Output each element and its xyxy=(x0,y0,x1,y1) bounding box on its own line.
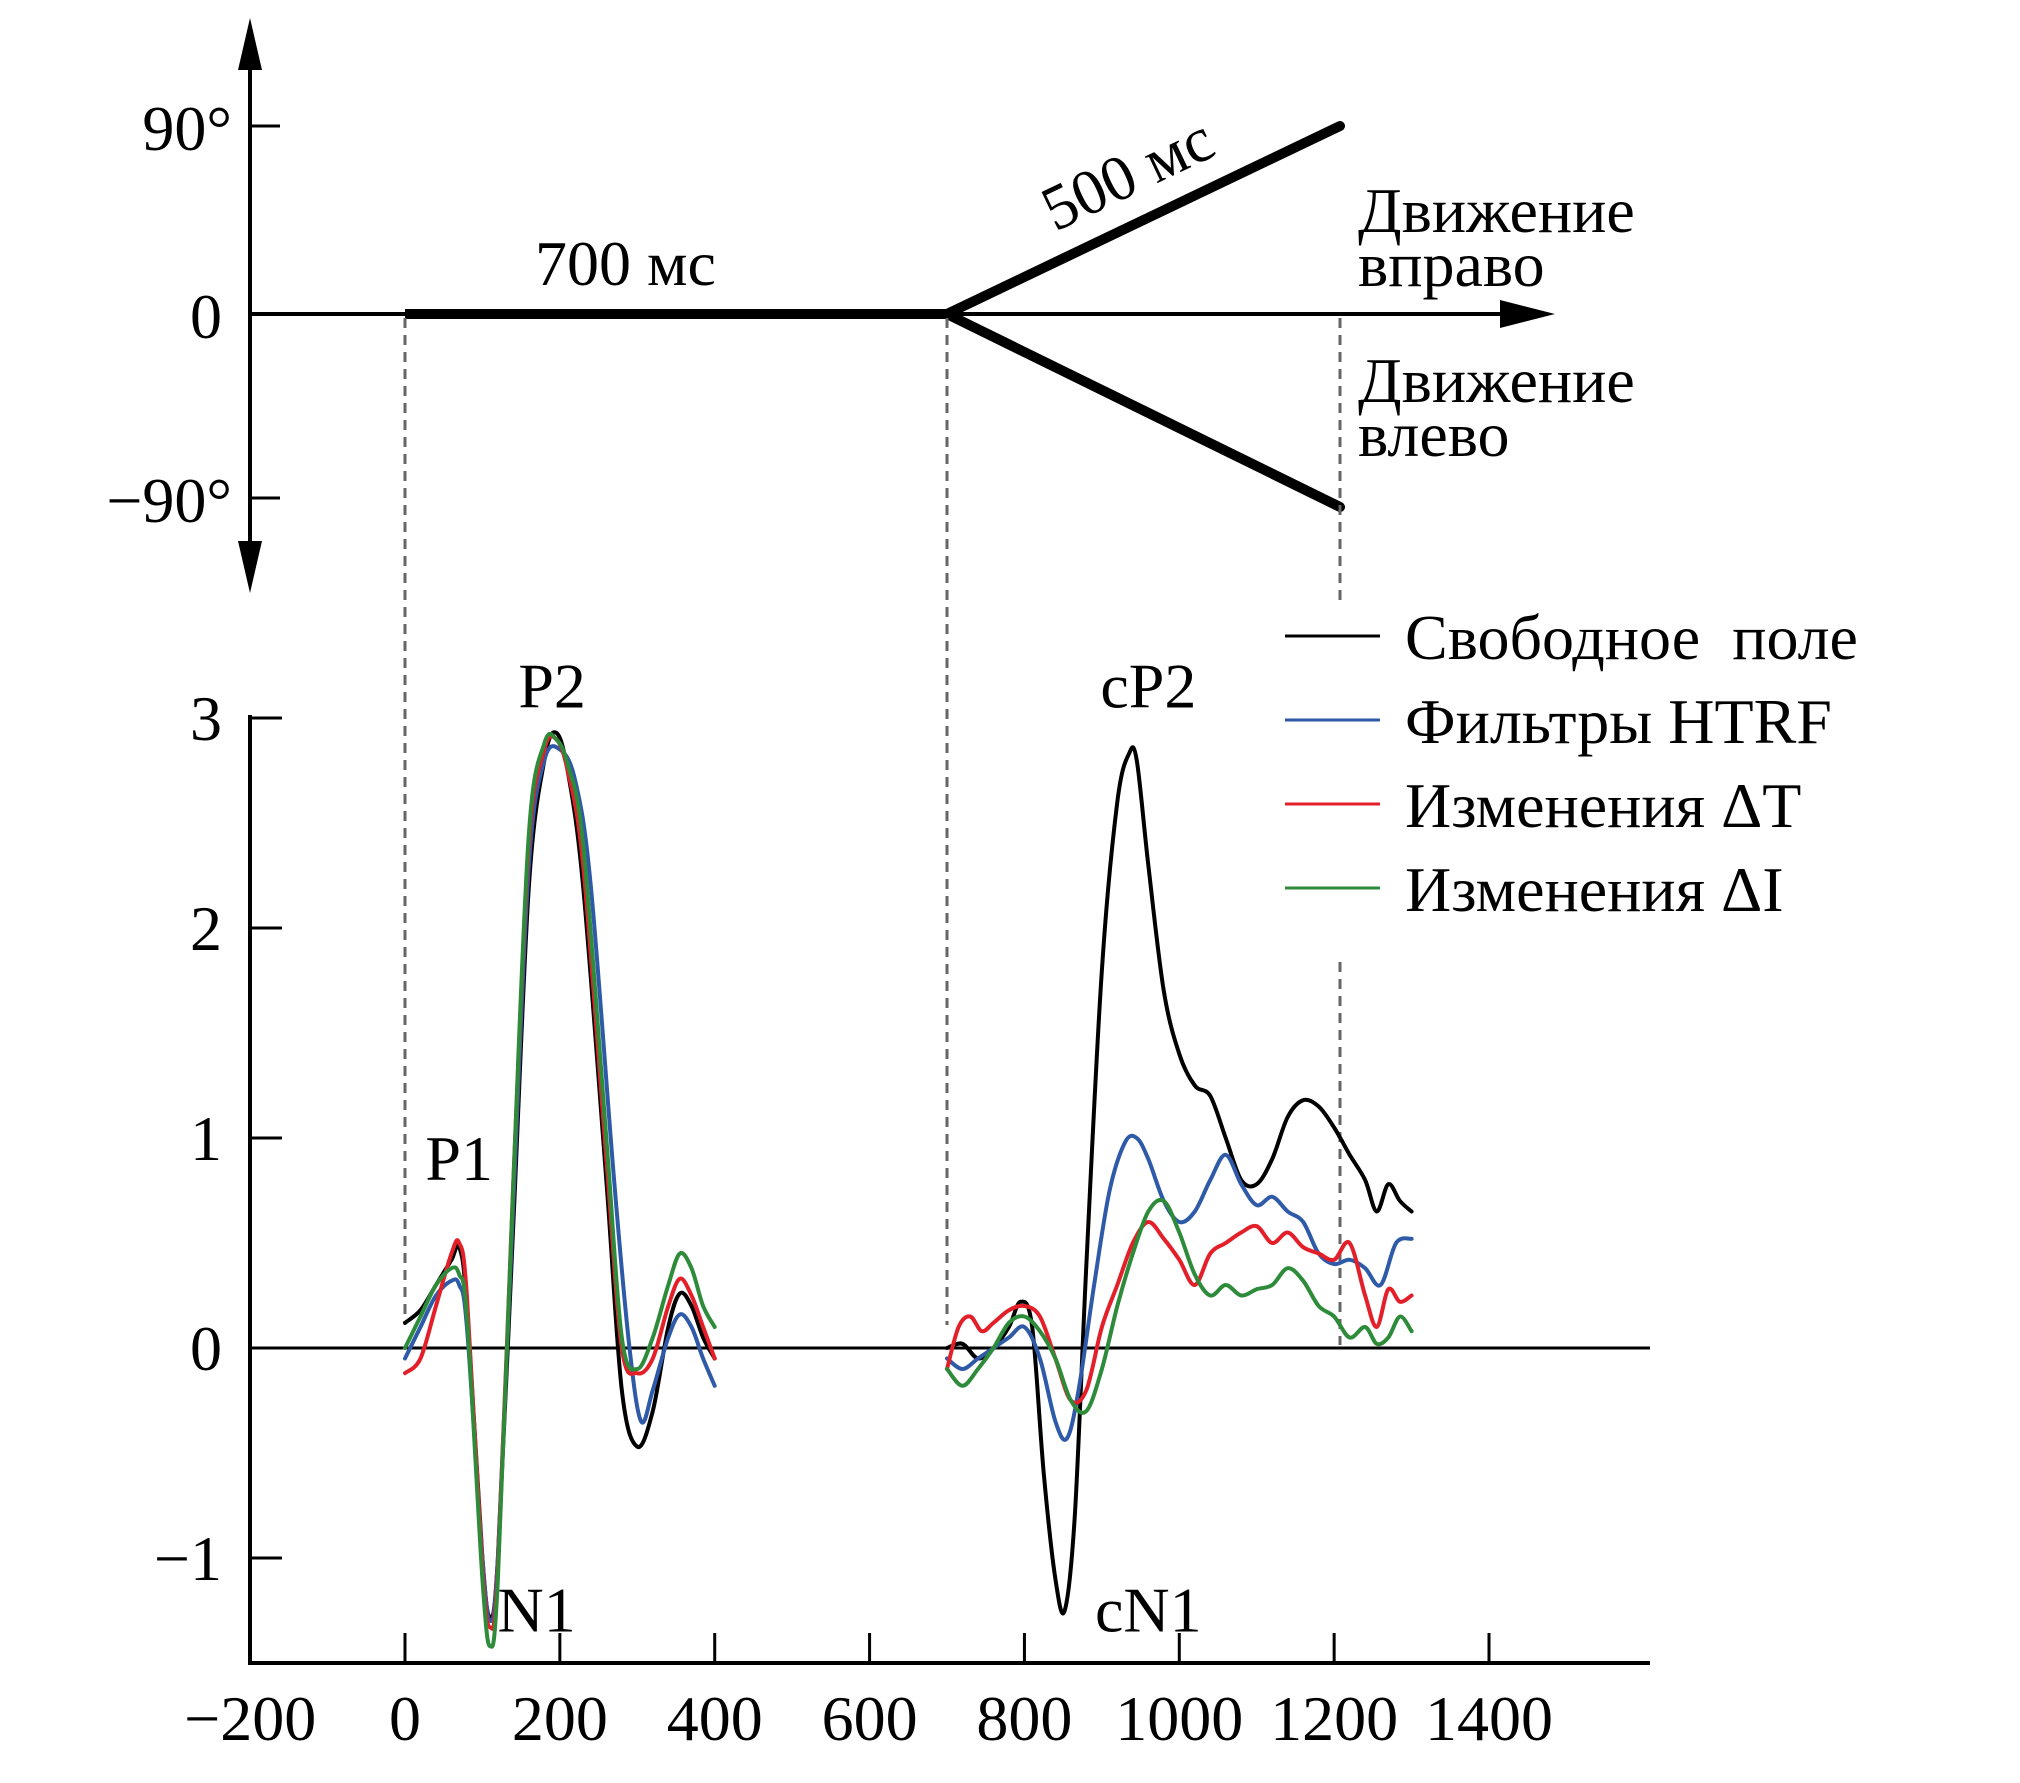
ytick-label-90: 90° xyxy=(142,93,232,164)
legend-item-delta-t: Изменения ΔT xyxy=(1285,770,1801,841)
legend-item-free-field: Свободное поле xyxy=(1285,602,1858,673)
series-free-field-segment-1 xyxy=(945,745,1414,1616)
legend-label-htrf: Фильтры HTRF xyxy=(1405,686,1832,757)
stationary-duration-label: 700 мс xyxy=(535,228,716,299)
xtick-label-400: 400 xyxy=(667,1683,763,1754)
y-axis-down-arrow xyxy=(238,541,262,593)
ytick-label-minus90: −90° xyxy=(106,465,232,536)
xtick-label-1400: 1400 xyxy=(1425,1683,1553,1754)
legend-item-htrf: Фильтры HTRF xyxy=(1285,686,1832,757)
ytick-label-0: 0 xyxy=(190,1313,222,1384)
ytick-label--1: −1 xyxy=(154,1523,222,1594)
peak-label-p2: P2 xyxy=(518,651,586,722)
legend-label-delta-t: Изменения ΔT xyxy=(1405,770,1801,841)
leftward-label-line2: влево xyxy=(1358,399,1510,470)
legend-item-delta-i: Изменения ΔI xyxy=(1285,854,1784,925)
xtick-label-1000: 1000 xyxy=(1115,1683,1243,1754)
series-delta-i-segment-1 xyxy=(945,1197,1414,1415)
xtick-label-0: 0 xyxy=(389,1683,421,1754)
series-delta-t-segment-0 xyxy=(403,734,717,1631)
series-delta-i-segment-0 xyxy=(403,731,717,1649)
legend: Свободное поле Фильтры HTRF Изменения ΔT… xyxy=(1285,602,1858,925)
xtick-label-600: 600 xyxy=(822,1683,918,1754)
stimulus-panel: 90° 0 −90° 700 мс 500 мс Движение вправо… xyxy=(106,18,1635,593)
rightward-motion-segment xyxy=(942,121,1345,319)
ytick-label-0: 0 xyxy=(190,281,222,352)
peak-label-cn1: cN1 xyxy=(1095,1575,1202,1646)
time-axis-arrow xyxy=(1500,300,1555,328)
xtick-label-200: 200 xyxy=(512,1683,608,1754)
erp-panel: −200 0 200 400 600 800 1000 1200 1400 −1 0 1 2 3 P1 P2… xyxy=(154,651,1650,1754)
rightward-label-line1: Движение xyxy=(1358,175,1635,246)
legend-label-free-field: Свободное поле xyxy=(1405,602,1858,673)
y-axis-up-arrow xyxy=(238,18,262,70)
rightward-label-line2: вправо xyxy=(1358,229,1545,300)
ytick-label-3: 3 xyxy=(190,683,222,754)
peak-label-p1: P1 xyxy=(425,1123,493,1194)
xtick-label-1200: 1200 xyxy=(1270,1683,1398,1754)
leftward-label-line1: Движение xyxy=(1358,345,1635,416)
series-delta-t-segment-1 xyxy=(945,1220,1414,1405)
peak-label-n1: N1 xyxy=(498,1575,576,1646)
ytick-label-1: 1 xyxy=(190,1103,222,1174)
series-htrf-segment-1 xyxy=(945,1133,1414,1442)
peak-label-cp2: cP2 xyxy=(1100,651,1196,722)
legend-label-delta-i: Изменения ΔI xyxy=(1405,854,1784,925)
xtick-label--200: −200 xyxy=(184,1683,316,1754)
leftward-motion-segment xyxy=(942,309,1345,512)
ytick-label-2: 2 xyxy=(190,893,222,964)
time-guides xyxy=(403,318,1342,1345)
xtick-label-800: 800 xyxy=(976,1683,1072,1754)
